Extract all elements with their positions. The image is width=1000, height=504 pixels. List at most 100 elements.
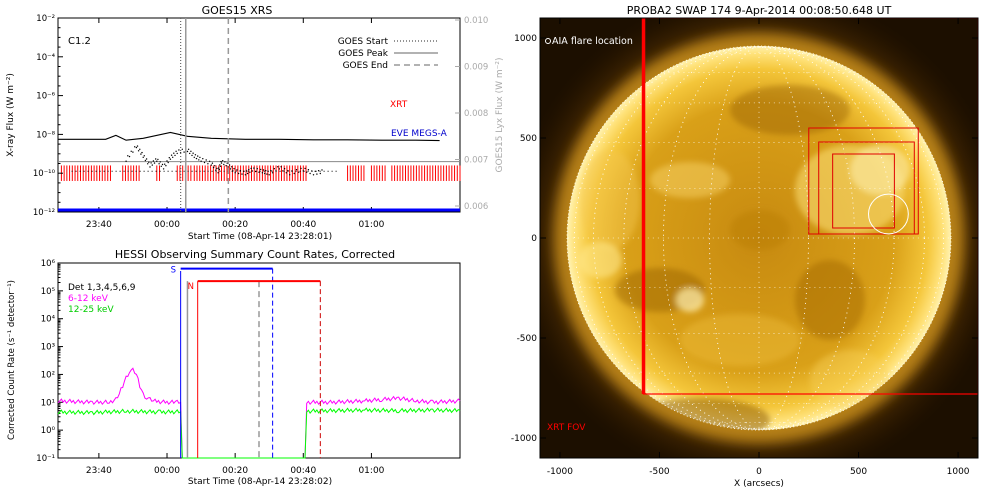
goes-short-channel-point (157, 158, 159, 161)
grid-longitude-line (573, 46, 945, 430)
hessi-ytick-label: 10⁶ (41, 259, 56, 269)
goes-short-channel-point (249, 171, 251, 173)
goes-short-channel-point (219, 164, 221, 166)
goes-short-channel-point (191, 154, 193, 157)
swap-panel: PROBA2 SWAP 174 9-Apr-2014 00:08:50.648 … (511, 4, 979, 489)
goes-short-channel-point (143, 155, 145, 157)
goes-short-channel-point (278, 168, 281, 170)
annotation-eve-megs-a: EVE MEGS-A (391, 129, 448, 139)
goes-short-channel-point (250, 167, 252, 170)
goes-short-channel-point (306, 171, 308, 173)
goes-short-channel-point (181, 148, 183, 150)
goes-xtick-label: 00:20 (222, 220, 248, 230)
goes-short-channel-point (234, 172, 236, 174)
goes-short-channel-point (161, 163, 164, 166)
goes-short-channel-point (223, 163, 225, 166)
goes-short-channel-point (202, 158, 204, 160)
goes-short-channel-point (225, 165, 227, 167)
hessi-ytick-label: 10⁻¹ (36, 454, 55, 464)
goes-y2tick-label: 0.007 (464, 156, 488, 166)
goes-short-channel-point (144, 159, 147, 162)
goes-short-channel-point (241, 173, 243, 175)
goes-short-channel-point (158, 163, 160, 165)
goes-x-label: Start Time (08-Apr-14 23:28:01) (188, 232, 332, 242)
goes-short-channel-point (258, 171, 260, 173)
goes-ytick-label: 10⁻¹² (33, 208, 55, 218)
goes-short-channel-point (285, 172, 287, 174)
goes-short-channel-point (246, 172, 249, 175)
hessi-xtick-label: 00:00 (154, 466, 180, 476)
hessi-xtick-label: 01:00 (358, 466, 384, 476)
goes-short-channel-point (293, 172, 295, 175)
goes-xtick-label: 23:40 (86, 220, 112, 230)
swap-ytick-label: 500 (520, 134, 537, 144)
goes-plot-frame (57, 17, 461, 213)
goes-short-channel-point (151, 164, 153, 166)
goes-short-channel-point (148, 161, 150, 163)
goes-short-channel-point (268, 174, 270, 176)
goes-short-channel-point (195, 157, 198, 160)
swap-ytick-label: -500 (517, 334, 538, 344)
region-box-middle (818, 141, 915, 235)
goes-ytick-label: 10⁻² (36, 14, 55, 24)
goes-short-channel-point (220, 160, 222, 163)
goes-short-channel-point (244, 174, 247, 176)
goes-short-channel-point (264, 172, 266, 175)
goes-short-channel-point (189, 152, 191, 155)
goes-short-channel-point (198, 159, 200, 161)
goes-short-channel-point (289, 174, 291, 176)
goes-ytick-label: 10⁻⁶ (36, 92, 55, 102)
grid-longitude-line (623, 46, 895, 430)
hessi-ytick-label: 10¹ (41, 398, 55, 408)
goes-short-channel-point (270, 170, 272, 172)
solar-limb-outline (566, 45, 952, 431)
xrt-exposure-bands (60, 165, 461, 181)
goes-short-channel-point (136, 145, 139, 147)
goes-short-channel-point (170, 154, 173, 156)
goes-short-channel-point (218, 167, 220, 169)
goes-short-channel-point (132, 151, 134, 153)
goes-short-channel-point (190, 150, 192, 152)
goes-short-channel-point (147, 163, 149, 165)
swap-ytick-label: 1000 (514, 34, 537, 44)
goes-short-channel-point (156, 160, 158, 162)
hessi-ytick-label: 10⁰ (41, 426, 56, 436)
goes-short-channel-point (128, 155, 131, 158)
goes-short-channel-point (173, 152, 175, 154)
goes-title: GOES15 XRS (202, 4, 273, 17)
goes-class-label: C1.2 (68, 36, 91, 47)
goes-short-channel-point (150, 162, 152, 164)
goes-short-channel-point (152, 160, 155, 162)
goes-short-channel-point (283, 168, 286, 170)
goes-short-channel-point (282, 170, 284, 172)
goes-short-channel-point (141, 151, 143, 154)
goes-ytick-label: 10⁻¹⁰ (33, 169, 56, 179)
goes-short-channel-point (261, 172, 264, 174)
region-box-inner (832, 153, 895, 229)
goes-short-channel-point (307, 169, 310, 171)
goes-short-channel-point (231, 166, 233, 168)
aia-flare-location-circle (868, 193, 909, 235)
goes-short-channel-point (316, 173, 318, 175)
goes-short-channel-point (237, 172, 240, 175)
swap-xtick-label: 1000 (947, 467, 970, 477)
goes-short-channel-point (140, 153, 142, 155)
goes-short-channel-point (212, 166, 215, 169)
goes-long-channel-line (58, 131, 440, 142)
goes-short-channel-point (309, 172, 311, 175)
swap-title: PROBA2 SWAP 174 9-Apr-2014 00:08:50.648 … (627, 4, 892, 17)
goes-short-channel-point (227, 166, 229, 168)
swap-xtick-label: 500 (850, 467, 867, 477)
goes-short-channel-point (321, 169, 323, 171)
goes-short-channel-point (262, 169, 265, 171)
hessi-x-label: Start Time (08-Apr-14 23:28:02) (188, 477, 332, 487)
goes-short-channel-point (226, 162, 228, 164)
aia-flare-location-legend-marker (545, 38, 551, 44)
goes-short-channel-point (125, 160, 127, 162)
swap-image (540, 18, 978, 458)
goes-short-channel-point (216, 167, 218, 170)
goes-short-channel-point (280, 166, 282, 168)
goes-short-channel-point (172, 156, 174, 158)
label-xrt-fov: XRT FOV (547, 423, 586, 433)
